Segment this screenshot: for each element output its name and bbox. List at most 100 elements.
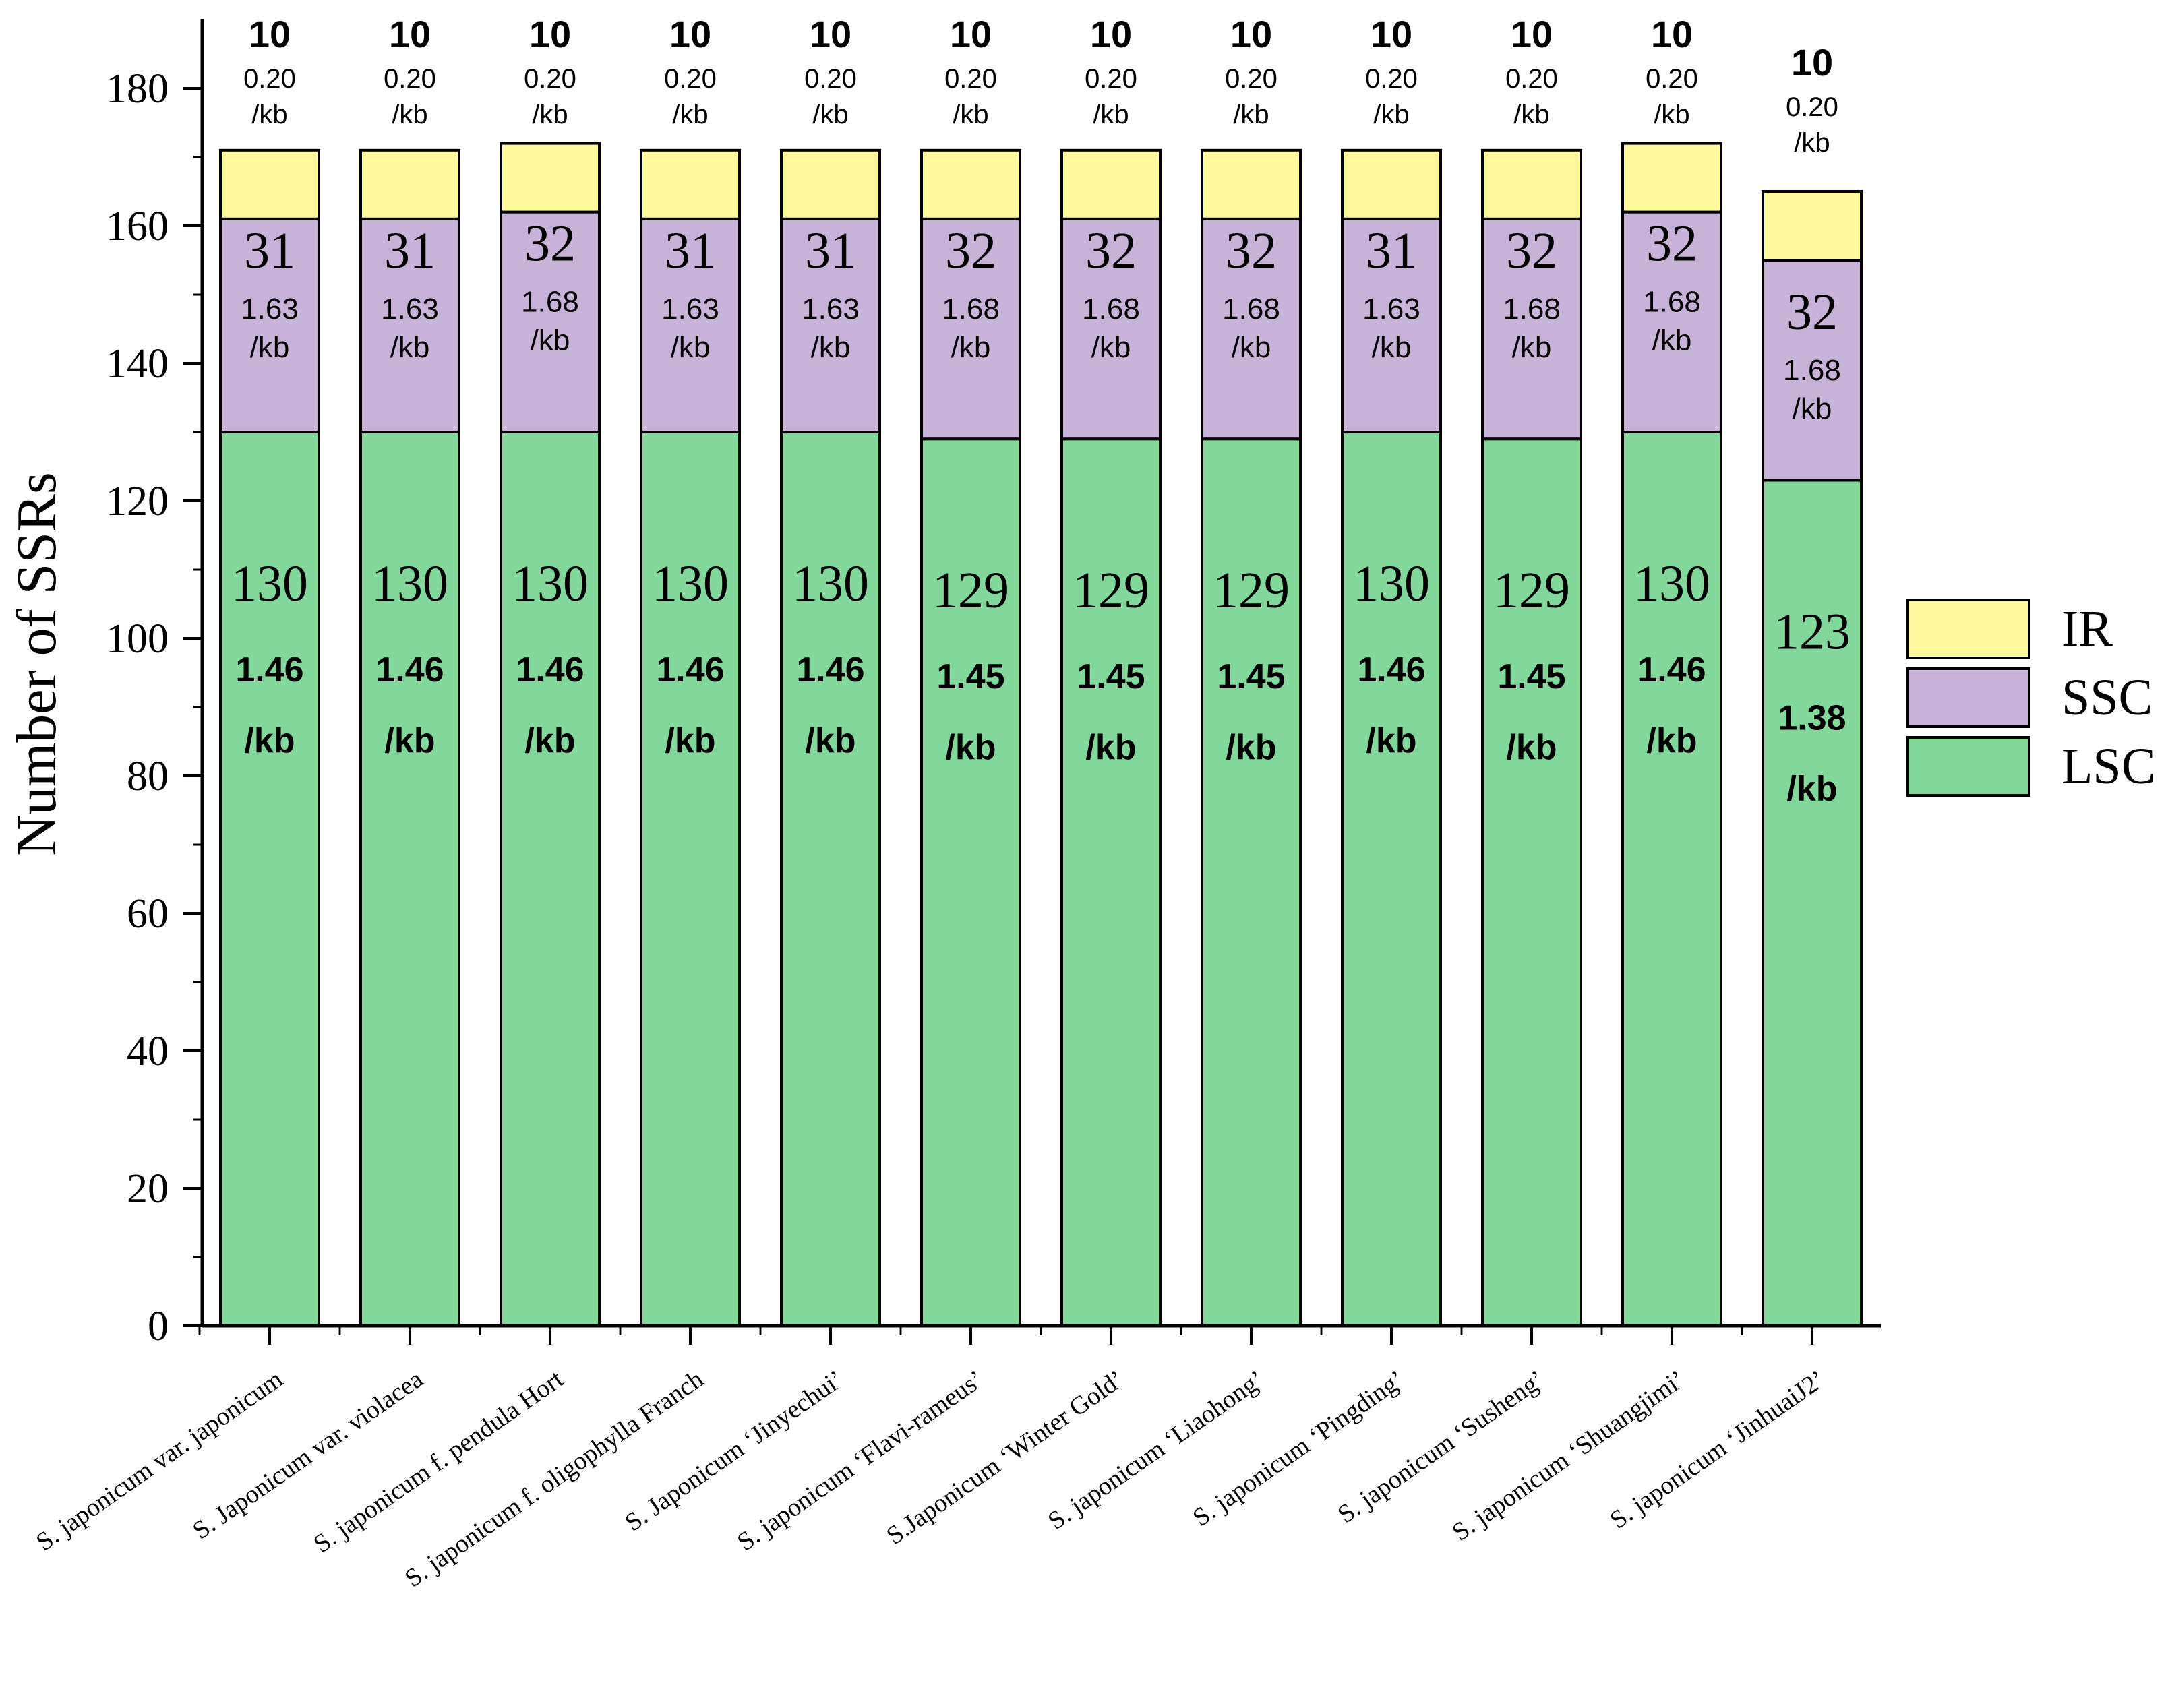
lsc-density-unit: /kb <box>524 721 575 760</box>
bar-ssc-1 <box>219 217 320 433</box>
ssc-count-label: 32 <box>524 216 576 272</box>
bar-ir-12 <box>1762 190 1863 262</box>
lsc-density-unit: /kb <box>384 721 435 760</box>
lsc-density-label: 1.46 <box>1357 650 1425 690</box>
lsc-density-label: 1.38 <box>1778 698 1846 737</box>
bar-ir-2 <box>359 148 460 220</box>
lsc-count-label: 129 <box>932 562 1009 619</box>
ssc-count-label: 32 <box>1506 222 1557 279</box>
lsc-count-label: 123 <box>1774 603 1851 660</box>
ir-density-unit: /kb <box>1373 100 1409 129</box>
lsc-count-label: 129 <box>1213 562 1290 619</box>
ir-count-label: 10 <box>1651 13 1693 55</box>
ir-count-label: 10 <box>1791 41 1833 84</box>
ssc-density-unit: /kb <box>1372 331 1412 364</box>
ir-density-label: 0.20 <box>1646 64 1698 94</box>
legend-swatch-ir <box>1906 599 2030 659</box>
ir-density-unit: /kb <box>1654 100 1689 129</box>
ir-count-label: 10 <box>529 13 571 55</box>
lsc-density-unit: /kb <box>1366 721 1416 760</box>
bar-ir-9 <box>1341 148 1442 220</box>
ir-density-unit: /kb <box>672 100 708 129</box>
ir-density-label: 0.20 <box>1365 64 1418 94</box>
ssc-count-label: 32 <box>1226 222 1277 279</box>
y-tick-label: 100 <box>106 616 169 662</box>
ir-density-label: 0.20 <box>243 64 296 94</box>
axes: 0 20 40 60 80 100 120 140 160 180 <box>106 19 1881 1349</box>
lsc-density-unit: /kb <box>1646 721 1697 760</box>
bar-ir-10 <box>1481 148 1582 220</box>
lsc-count-label: 130 <box>371 555 448 612</box>
bar-lsc-1 <box>219 431 320 1327</box>
legend-swatch-lsc <box>1906 736 2030 797</box>
lsc-count-label: 130 <box>231 555 308 612</box>
x-category-label: S. japonicum f. oligophylla Franch <box>400 1365 709 1593</box>
bar-lsc-11 <box>1621 431 1722 1327</box>
ssc-density-unit: /kb <box>671 331 711 364</box>
legend-label-ir: IR <box>2062 601 2113 657</box>
bar-ssc-9 <box>1341 217 1442 433</box>
ssc-density-label: 1.63 <box>661 293 719 326</box>
ir-density-unit: /kb <box>532 100 568 129</box>
bar-ir-5 <box>780 148 881 220</box>
x-category-label: S. japonicum var. japonicum <box>31 1365 288 1556</box>
ir-density-label: 0.20 <box>524 64 576 94</box>
legend-label-ssc: SSC <box>2062 669 2153 726</box>
ssc-density-label: 1.68 <box>521 286 579 319</box>
ssc-density-label: 1.63 <box>802 293 860 326</box>
lsc-density-label: 1.45 <box>1217 657 1285 696</box>
bar-ssc-5 <box>780 217 881 433</box>
legend: IR SSC LSC <box>1906 599 2155 797</box>
lsc-density-label: 1.46 <box>516 650 584 690</box>
ssc-density-label: 1.68 <box>942 293 1000 326</box>
lsc-density-unit: /kb <box>1226 728 1276 767</box>
lsc-density-label: 1.46 <box>796 650 864 690</box>
ssc-count-label: 31 <box>1366 222 1417 279</box>
legend-swatch-ssc <box>1906 667 2030 728</box>
ir-density-unit: /kb <box>1093 100 1129 129</box>
ssc-count-label: 32 <box>1786 284 1838 340</box>
ir-density-label: 0.20 <box>664 64 717 94</box>
lsc-count-label: 129 <box>1073 562 1149 619</box>
ssc-density-unit: /kb <box>1652 324 1692 357</box>
ir-count-label: 10 <box>950 13 992 55</box>
bar-lsc-10 <box>1481 437 1582 1328</box>
ssc-density-label: 1.68 <box>1783 354 1841 387</box>
ir-density-unit: /kb <box>1513 100 1549 129</box>
y-tick-label: 140 <box>106 341 169 387</box>
ssc-density-label: 1.68 <box>1643 286 1701 319</box>
ssc-count-label: 31 <box>805 222 856 279</box>
bar-ssc-3 <box>500 210 601 433</box>
ssc-density-unit: /kb <box>1091 331 1131 364</box>
ssc-density-unit: /kb <box>250 331 290 364</box>
ssc-count-label: 31 <box>384 222 435 279</box>
bar-ir-4 <box>640 148 741 220</box>
ir-density-unit: /kb <box>251 100 287 129</box>
lsc-count-label: 130 <box>792 555 869 612</box>
ir-count-label: 10 <box>1230 13 1272 55</box>
ssc-density-unit: /kb <box>811 331 851 364</box>
bar-lsc-12 <box>1762 479 1863 1327</box>
x-category-label: S. Japonicum var. violacea <box>187 1365 428 1546</box>
lsc-density-unit: /kb <box>1786 769 1837 808</box>
bar-lsc-9 <box>1341 431 1442 1327</box>
bar-lsc-8 <box>1201 437 1302 1328</box>
ir-count-label: 10 <box>810 13 851 55</box>
bar-ir-6 <box>920 148 1021 220</box>
ssc-density-label: 1.68 <box>1082 293 1140 326</box>
ir-density-unit: /kb <box>1233 100 1269 129</box>
ir-count-label: 10 <box>1511 13 1553 55</box>
lsc-density-label: 1.46 <box>375 650 444 690</box>
lsc-density-unit: /kb <box>665 721 715 760</box>
bar-ir-1 <box>219 148 320 220</box>
y-tick-label: 160 <box>106 204 169 249</box>
bars <box>219 142 1863 1328</box>
y-tick-label: 60 <box>127 891 169 937</box>
ir-count-label: 10 <box>1371 13 1412 55</box>
ssc-count-label: 32 <box>1085 222 1137 279</box>
bar-ir-7 <box>1060 148 1162 220</box>
ssc-count-label: 31 <box>244 222 295 279</box>
y-tick-label: 40 <box>127 1029 169 1074</box>
y-tick-label: 80 <box>127 754 169 799</box>
